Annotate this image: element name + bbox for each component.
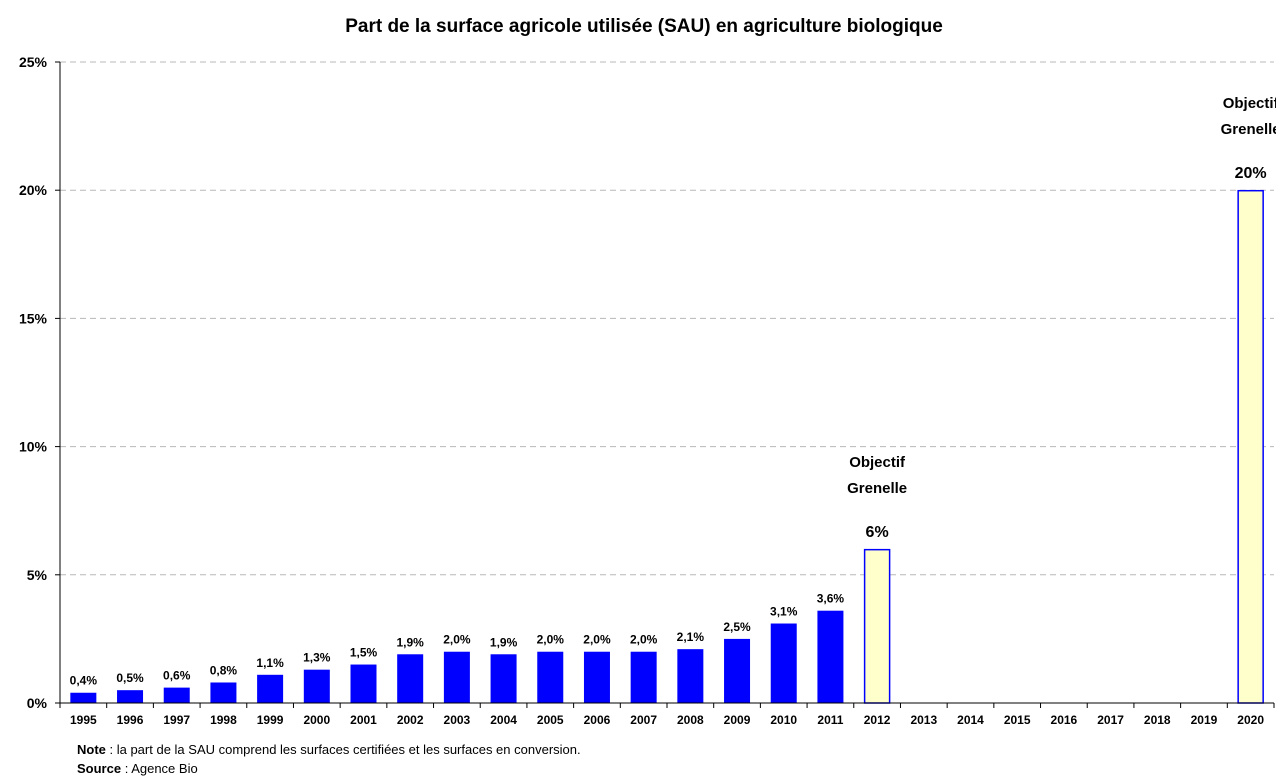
target-bar-2012 xyxy=(863,548,891,704)
target-value-label-2020: 20% xyxy=(1235,165,1267,182)
data-label-2004: 1,9% xyxy=(490,635,518,649)
target-annotation-2020-line-1: Grenelle xyxy=(1221,121,1276,138)
bar-1999 xyxy=(257,674,284,703)
x-tick-label-2002: 2002 xyxy=(397,713,424,727)
data-label-1997: 0,6% xyxy=(163,669,191,683)
data-label-2000: 1,3% xyxy=(303,651,331,665)
data-label-1998: 0,8% xyxy=(210,663,238,677)
x-tick-label-2007: 2007 xyxy=(630,713,657,727)
x-tick-label-2017: 2017 xyxy=(1097,713,1124,727)
data-label-2006: 2,0% xyxy=(583,633,611,647)
x-tick-label-2003: 2003 xyxy=(444,713,471,727)
x-tick-label-1996: 1996 xyxy=(117,713,144,727)
x-axis: 1995 1996 1997 1998 1999 2000 2001 2002 2003 2004… xyxy=(59,702,1275,727)
bars xyxy=(70,189,1264,704)
note: Note : la part de la SAU comprend les su… xyxy=(77,742,581,757)
x-tick-label-1997: 1997 xyxy=(163,713,190,727)
data-labels: 0,4% 0,5% 0,6% 0,8% 1,1% 1,3% 1,5% 1,9% 2,0% 1,9%… xyxy=(70,95,1276,688)
x-tick-label-1998: 1998 xyxy=(210,713,237,727)
target-value-label-2012: 6% xyxy=(866,524,889,541)
data-label-2005: 2,0% xyxy=(537,633,565,647)
data-label-2002: 1,9% xyxy=(397,635,425,649)
x-tick-label-2005: 2005 xyxy=(537,713,564,727)
x-tick-label-2020: 2020 xyxy=(1237,713,1264,727)
bar-2000 xyxy=(303,669,330,703)
data-label-2009: 2,5% xyxy=(723,620,751,634)
gridlines xyxy=(60,61,1274,576)
data-label-2008: 2,1% xyxy=(677,630,705,644)
x-tick-label-2015: 2015 xyxy=(1004,713,1031,727)
bar-2010 xyxy=(770,623,797,703)
x-tick-label-2009: 2009 xyxy=(724,713,751,727)
bar-2001 xyxy=(350,664,377,703)
bar-2005 xyxy=(537,651,564,703)
bar-2006 xyxy=(583,651,610,703)
x-tick-label-2000: 2000 xyxy=(303,713,330,727)
data-label-2003: 2,0% xyxy=(443,633,471,647)
y-axis: 0% 5% 10% 15% 20% 25% xyxy=(19,54,61,711)
x-tick-label-2014: 2014 xyxy=(957,713,984,727)
bar-2008 xyxy=(677,649,704,703)
bar-2007 xyxy=(630,651,657,703)
y-tick-label-0: 0% xyxy=(27,695,48,711)
y-tick-label-5: 25% xyxy=(19,54,48,70)
x-tick-label-2018: 2018 xyxy=(1144,713,1171,727)
bar-2003 xyxy=(443,651,470,703)
x-tick-label-2011: 2011 xyxy=(817,713,843,727)
x-tick-label-2019: 2019 xyxy=(1191,713,1218,727)
target-annotation-2020-line-0: Objectif xyxy=(1223,95,1276,112)
note-text: : la part de la SAU comprend les surface… xyxy=(105,742,581,757)
data-label-1996: 0,5% xyxy=(116,671,144,685)
data-label-2001: 1,5% xyxy=(350,646,378,660)
x-tick-label-2004: 2004 xyxy=(490,713,517,727)
data-label-2011: 3,6% xyxy=(817,592,845,606)
x-tick-label-2012: 2012 xyxy=(864,713,891,727)
data-label-1995: 0,4% xyxy=(70,674,98,688)
y-tick-label-1: 5% xyxy=(27,567,48,583)
data-label-1999: 1,1% xyxy=(256,656,284,670)
x-tick-label-1999: 1999 xyxy=(257,713,284,727)
bar-1996 xyxy=(117,690,144,703)
y-tick-label-2: 10% xyxy=(19,439,48,455)
x-tick-label-2010: 2010 xyxy=(770,713,797,727)
note-label: Note xyxy=(77,742,106,757)
x-tick-label-1995: 1995 xyxy=(70,713,97,727)
source: Source : Agence Bio xyxy=(77,761,198,776)
x-tick-label-2006: 2006 xyxy=(584,713,611,727)
bar-2004 xyxy=(490,654,517,703)
bar-1997 xyxy=(163,687,190,703)
source-label: Source xyxy=(77,761,122,776)
bar-2009 xyxy=(724,638,751,703)
y-tick-label-3: 15% xyxy=(19,310,48,326)
target-bar-2020 xyxy=(1237,189,1264,704)
x-tick-label-2001: 2001 xyxy=(350,713,377,727)
target-annotation-2012-line-1: Grenelle xyxy=(847,480,907,497)
x-tick-label-2008: 2008 xyxy=(677,713,704,727)
bar-2002 xyxy=(397,654,424,703)
source-text: : Agence Bio xyxy=(121,761,198,776)
data-label-2007: 2,0% xyxy=(630,633,658,647)
bar-1995 xyxy=(70,692,97,703)
x-tick-label-2016: 2016 xyxy=(1051,713,1078,727)
bar-1998 xyxy=(210,682,237,703)
target-annotation-2012-line-0: Objectif xyxy=(849,454,906,471)
bar-2011 xyxy=(817,610,844,703)
y-tick-label-4: 20% xyxy=(19,182,48,198)
chart-title: Part de la surface agricole utilisée (SA… xyxy=(345,16,943,37)
data-label-2010: 3,1% xyxy=(770,605,798,619)
x-tick-label-2013: 2013 xyxy=(910,713,937,727)
